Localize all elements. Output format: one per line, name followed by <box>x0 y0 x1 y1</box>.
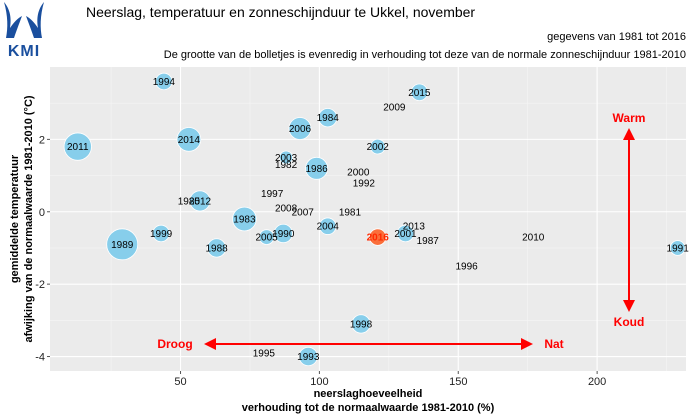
year-label-2002: 2002 <box>367 142 390 153</box>
bubble-1988 <box>207 238 227 258</box>
year-label-1994: 1994 <box>153 77 176 88</box>
x-axis-label-2: verhouding tot de normaalwaarde 1981-201… <box>242 402 495 414</box>
kmi-logo-text: KMI <box>8 43 40 60</box>
year-labels: 1981 1982 1983 1984 1985 1986 1987 1988 1989 1990… <box>67 77 689 363</box>
year-label-1991: 1991 <box>667 243 690 254</box>
x-tick-label: 100 <box>310 376 328 388</box>
year-label-1990: 1990 <box>272 229 295 240</box>
bubble-1994 <box>155 72 173 91</box>
year-label-1993: 1993 <box>297 352 320 363</box>
y-tick-label: -2 <box>35 279 45 291</box>
year-label-1985: 1985 <box>178 196 201 207</box>
year-label-2011: 2011 <box>67 142 89 153</box>
y-tick-label: 2 <box>39 134 45 146</box>
year-label-1984: 1984 <box>317 113 340 124</box>
bubble-1983 <box>232 206 257 232</box>
x-axis-ticks: 50 100 150 200 <box>174 371 606 388</box>
year-label-1999: 1999 <box>150 229 173 240</box>
year-label-1983: 1983 <box>233 215 256 226</box>
year-label-2004: 2004 <box>317 222 340 233</box>
year-label-1988: 1988 <box>206 243 229 254</box>
year-label-2001: 2001 <box>394 229 417 240</box>
bubble-2011 <box>63 132 92 161</box>
annotation-droog: Droog <box>157 337 192 351</box>
bubble-2005 <box>258 229 275 245</box>
y-axis-label-1: gemiddelde temperatuur <box>9 154 21 283</box>
year-label-1997: 1997 <box>261 189 284 200</box>
year-label-1986: 1986 <box>305 164 328 175</box>
year-label-1982: 1982 <box>275 160 298 171</box>
bubble-1990 <box>273 223 293 244</box>
bubble-2012 <box>189 190 211 212</box>
bubble-1998 <box>351 314 371 334</box>
bubble-2014 <box>176 127 202 152</box>
year-label-1998: 1998 <box>350 319 373 330</box>
grid-lines <box>50 67 686 371</box>
kmi-logo-wave-icon <box>4 2 22 38</box>
x-tick-label: 50 <box>174 376 186 388</box>
year-label-2016: 2016 <box>367 233 390 244</box>
year-label-2010: 2010 <box>522 233 545 244</box>
year-label-2003: 2003 <box>275 153 298 164</box>
year-label-2007: 2007 <box>292 207 315 218</box>
year-label-2008: 2008 <box>275 204 298 215</box>
year-label-1987: 1987 <box>417 236 440 247</box>
year-label-1995: 1995 <box>253 348 276 359</box>
year-label-1992: 1992 <box>353 178 376 189</box>
year-label-1981: 1981 <box>339 207 362 218</box>
year-label-2006: 2006 <box>289 124 312 135</box>
y-tick-label: -4 <box>35 352 45 364</box>
x-tick-label: 150 <box>449 376 467 388</box>
year-label-2013: 2013 <box>403 222 426 233</box>
year-label-1989: 1989 <box>111 240 134 251</box>
year-label-2000: 2000 <box>347 167 370 178</box>
bubble-1991 <box>669 240 686 256</box>
bubble-2004 <box>319 217 337 235</box>
year-label-2005: 2005 <box>256 233 279 244</box>
annotation-koud: Koud <box>614 315 645 329</box>
kmi-logo-wave2-icon <box>26 2 44 38</box>
year-label-1996: 1996 <box>455 262 478 273</box>
bubble-2003 <box>279 150 293 165</box>
bubble-2016 <box>369 228 387 246</box>
y-tick-label: 0 <box>39 207 45 219</box>
chart-title: Neerslag, temperatuur en zonneschijnduur… <box>86 4 475 20</box>
x-axis-label-1: neerslaghoeveelheid <box>314 388 423 400</box>
year-label-2014: 2014 <box>178 135 201 146</box>
chart-subtitle-bubble-note: De grootte van de bolletjes is evenredig… <box>164 49 686 61</box>
bubble-2015 <box>410 83 429 102</box>
y-axis-ticks: -4 -2 0 2 <box>35 134 50 364</box>
bubble-2006 <box>288 117 312 140</box>
bubble-2002 <box>369 138 386 155</box>
chart-subtitle-period: gegevens van 1981 tot 2016 <box>547 31 686 43</box>
bubble-1999 <box>152 224 170 243</box>
y-axis-label-2: afwijking van de normaalwaarde 1981-2010… <box>23 95 35 342</box>
annotation-nat: Nat <box>544 337 563 351</box>
bubble-1984 <box>318 108 338 128</box>
year-label-2009: 2009 <box>383 102 406 113</box>
bubble-2001 <box>396 224 415 243</box>
kmi-logo: KMI <box>4 2 44 60</box>
bubbles <box>63 72 686 367</box>
year-label-2015: 2015 <box>408 88 431 99</box>
bubble-1986 <box>305 156 329 180</box>
x-tick-label: 200 <box>588 376 606 388</box>
year-label-2012: 2012 <box>189 196 212 207</box>
bubble-1989 <box>106 228 139 261</box>
annotation-warm: Warm <box>613 111 646 125</box>
